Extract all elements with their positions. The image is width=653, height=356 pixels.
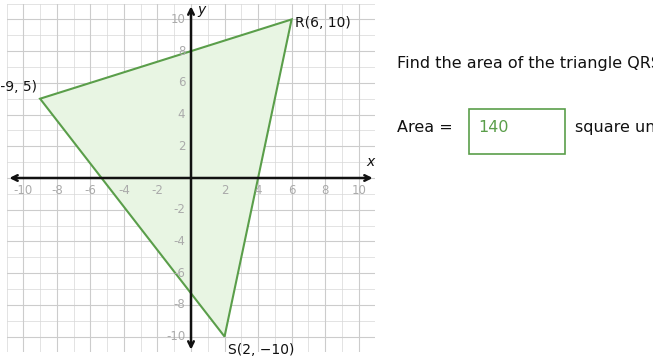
Text: 6: 6 (288, 184, 295, 197)
Text: -8: -8 (174, 298, 185, 312)
Text: -6: -6 (84, 184, 97, 197)
Text: -6: -6 (173, 267, 185, 280)
Text: x: x (366, 155, 375, 169)
Text: y: y (197, 3, 205, 17)
Text: -10: -10 (14, 184, 33, 197)
Text: -10: -10 (166, 330, 185, 343)
Text: square units: square units (575, 120, 653, 135)
Text: S(2, −10): S(2, −10) (228, 343, 295, 356)
Text: 10: 10 (351, 184, 366, 197)
Text: R(6, 10): R(6, 10) (295, 16, 351, 30)
Text: -2: -2 (151, 184, 163, 197)
Text: -4: -4 (118, 184, 130, 197)
FancyBboxPatch shape (469, 109, 565, 154)
Polygon shape (40, 20, 292, 336)
Text: -8: -8 (51, 184, 63, 197)
Text: 6: 6 (178, 76, 185, 89)
Text: 2: 2 (178, 140, 185, 153)
Text: 8: 8 (178, 44, 185, 58)
Text: 4: 4 (254, 184, 262, 197)
Text: 140: 140 (478, 120, 509, 135)
Text: Area =: Area = (397, 120, 458, 135)
Text: 8: 8 (321, 184, 329, 197)
Text: 10: 10 (170, 13, 185, 26)
Text: 4: 4 (178, 108, 185, 121)
Text: 2: 2 (221, 184, 229, 197)
Text: Find the area of the triangle QRS.: Find the area of the triangle QRS. (397, 56, 653, 71)
Text: -4: -4 (173, 235, 185, 248)
Text: Q(-9, 5): Q(-9, 5) (0, 80, 37, 94)
Text: -2: -2 (173, 203, 185, 216)
